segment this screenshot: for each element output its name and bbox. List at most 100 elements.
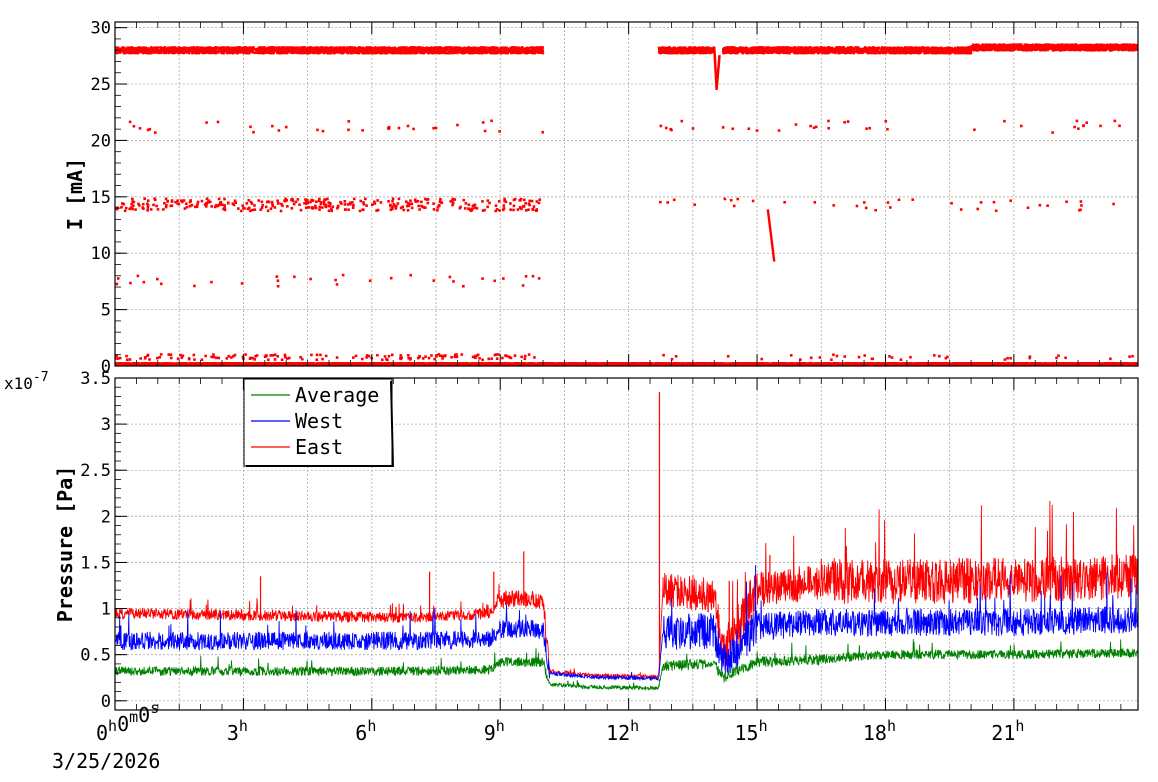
current-point [480,50,483,53]
current-point [149,47,153,50]
current-point [133,47,136,50]
current-point [463,46,466,49]
current-point [225,51,228,54]
current-point [133,51,136,55]
current-point [502,46,505,50]
current-point [511,47,514,50]
current-point [203,49,206,52]
current-point [441,49,444,53]
current-point [495,51,498,54]
current-point [707,46,710,49]
current-point [433,51,436,54]
current-point [307,50,310,53]
current-point [453,51,456,55]
current-point [671,48,674,51]
current-point [128,48,131,52]
current-point [318,49,321,52]
current-point [167,50,170,53]
current-point [354,50,357,53]
current-point [390,50,393,53]
current-point [709,52,712,55]
current-point [464,51,467,55]
current-point [308,47,311,50]
current-point [506,50,509,53]
current-point [679,46,682,49]
current-point [175,49,178,53]
current-point [214,52,217,55]
current-point [117,47,120,50]
current-point [351,48,355,51]
current-point [189,49,192,53]
current-point [683,49,686,53]
current-point [227,49,230,52]
current-point [667,49,670,52]
current-point [482,51,485,55]
current-point [421,49,425,52]
current-point [128,52,131,55]
current-point [354,47,357,50]
current-point [475,51,478,54]
current-point [343,47,346,50]
current-point [518,46,521,49]
current-point [484,48,487,52]
current-point [397,51,400,54]
current-point [1019,46,1022,49]
current-point [688,46,692,49]
current-point [137,46,141,49]
current-point [447,51,451,54]
current-point [294,46,297,49]
current-point [540,48,543,51]
current-point [115,46,117,49]
current-point [524,48,527,51]
current-point [409,49,412,53]
current-point [394,46,397,50]
current-point [471,50,474,53]
current-point [434,47,437,50]
current-point [324,48,327,51]
current-point [673,46,676,49]
current-point [994,45,997,48]
current-point [232,49,235,52]
current-point [319,51,322,54]
current-point [418,46,422,49]
current-point [142,46,145,49]
current-point [115,50,117,53]
current-point [364,49,367,52]
current-point [673,48,676,52]
current-point [138,50,142,54]
current-point [670,47,673,50]
current-point [142,51,145,55]
current-point [325,49,329,52]
current-point [399,48,402,51]
current-point [122,46,126,49]
current-point [404,52,407,55]
current-point [340,49,343,52]
current-point [493,49,496,53]
current-point [666,48,669,51]
current-point [260,51,263,55]
current-point [690,48,693,51]
current-point [280,48,283,51]
current-point [128,50,131,53]
current-point [442,49,445,53]
current-point [254,48,258,51]
current-point [206,50,209,53]
current-point [709,49,712,52]
current-point [148,52,151,55]
current-point [490,52,493,55]
current-point [331,47,334,50]
current-point [182,49,185,53]
current-point [285,51,288,54]
current-point [233,46,237,49]
current-point [503,46,507,49]
current-point [459,49,463,52]
current-point [448,50,451,53]
current-point [667,46,670,49]
current-point [133,49,136,52]
current-point [536,47,540,50]
current-point [190,51,194,54]
current-point [482,48,485,51]
current-point [1128,43,1131,46]
current-point [163,47,166,50]
current-point [682,52,686,55]
